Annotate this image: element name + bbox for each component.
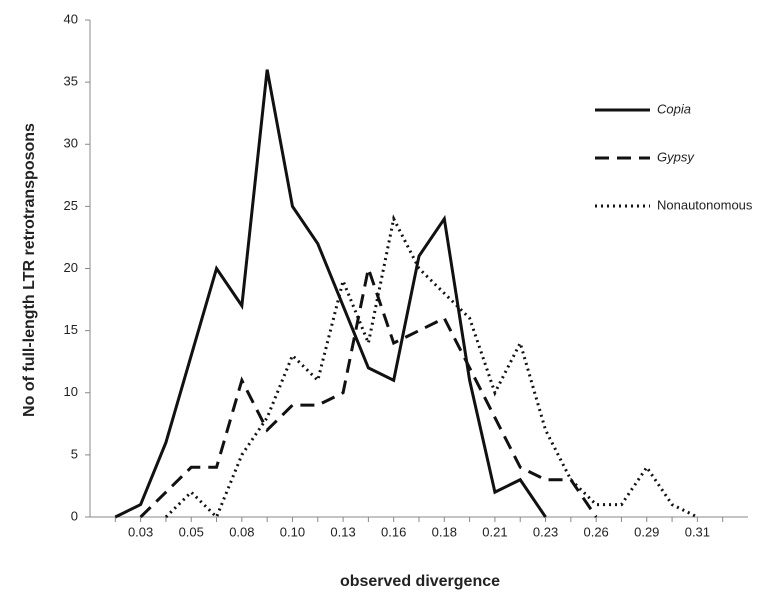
series-line [164, 214, 699, 520]
x-tick-label: 0.31 [685, 524, 710, 539]
y-tick-label: 30 [64, 136, 78, 151]
x-tick-label: 0.23 [533, 524, 558, 539]
y-tick-label: 40 [64, 11, 78, 26]
y-tick-label: 20 [64, 260, 78, 275]
y-tick-label: 15 [64, 322, 78, 337]
x-tick-label: 0.05 [179, 524, 204, 539]
x-tick-label: 0.21 [482, 524, 507, 539]
x-tick-label: 0.26 [583, 524, 608, 539]
series-line [114, 69, 547, 519]
x-axis-title: observed divergence [340, 573, 500, 590]
x-tick-label: 0.10 [280, 524, 305, 539]
legend-label: Nonautonomous [657, 197, 753, 212]
series-line [139, 262, 598, 519]
x-tick-label: 0.29 [634, 524, 659, 539]
x-tick-label: 0.03 [128, 524, 153, 539]
y-tick-label: 5 [71, 446, 78, 461]
x-tick-label: 0.18 [432, 524, 457, 539]
x-tick-label: 0.16 [381, 524, 406, 539]
x-tick-label: 0.08 [229, 524, 254, 539]
legend-label: Gypsy [657, 149, 695, 164]
y-tick-label: 25 [64, 198, 78, 213]
y-tick-label: 0 [71, 508, 78, 523]
x-tick-label: 0.13 [330, 524, 355, 539]
legend-label: Copia [657, 101, 691, 116]
y-tick-label: 10 [64, 384, 78, 399]
y-tick-label: 35 [64, 74, 78, 89]
y-axis-title: No of full-length LTR retrotransposons [21, 123, 38, 417]
